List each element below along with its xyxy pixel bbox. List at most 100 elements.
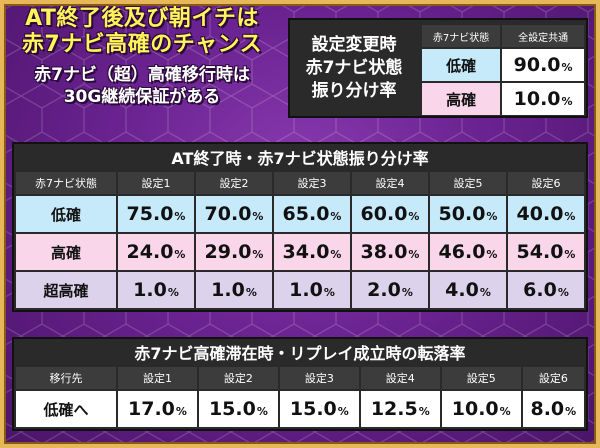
percent-unit: % [174, 248, 186, 261]
value-number: 29.0 [204, 241, 252, 263]
table-row: 低確 90.0% [422, 49, 584, 81]
percent-unit: % [252, 210, 264, 223]
at-end-panel: AT終了時・赤7ナビ状態振り分け率 赤7ナビ状態 設定1 設定2 設定3 設定4 設定5 設… [12, 142, 588, 312]
percent-unit: % [408, 210, 420, 223]
value-cell: 75.0% [118, 196, 194, 232]
col-header-setting-2: 設定2 [196, 172, 272, 194]
label-line: 赤7ナビ状態 [305, 57, 403, 78]
value-cell: 50.0% [430, 196, 506, 232]
value-number: 4.0 [445, 279, 479, 301]
percent-unit: % [245, 286, 257, 299]
value-number: 34.0 [282, 241, 330, 263]
value-cell: 38.0% [352, 234, 428, 270]
value-cell: 54.0% [508, 234, 584, 270]
col-header-first: 移行先 [16, 367, 116, 389]
table-row: 超高確 1.0% 1.0% 1.0% 2.0% 4.0% 6.0% [16, 272, 584, 308]
headline: AT終了後及び朝イチは 赤7ナビ高確のチャンス [12, 6, 272, 58]
value-cell: 17.0% [118, 391, 197, 427]
value-number: 70.0 [204, 203, 252, 225]
percent-unit: % [337, 405, 349, 418]
row-label: 高確 [16, 234, 116, 270]
value-cell: 24.0% [118, 234, 194, 270]
at-end-title: AT終了時・赤7ナビ状態振り分け率 [171, 149, 429, 168]
value-cell: 10.0% [502, 83, 584, 115]
value-cell: 40.0% [508, 196, 584, 232]
value-cell: 46.0% [430, 234, 506, 270]
value-cell: 12.5% [360, 391, 440, 427]
col-header-first: 赤7ナビ状態 [16, 172, 116, 194]
value-cell: 8.0% [522, 391, 584, 427]
value-cell: 90.0% [502, 49, 584, 81]
value-number: 2.0 [367, 279, 401, 301]
col-header-setting-5: 設定5 [441, 367, 521, 389]
table-row: 低確へ 17.0% 15.0% 15.0% 12.5% 10.0% 8.0% [16, 391, 584, 427]
percent-unit: % [408, 248, 420, 261]
value-number: 60.0 [360, 203, 408, 225]
headline-line2: 赤7ナビ高確のチャンス [21, 32, 263, 57]
value-number: 50.0 [438, 203, 486, 225]
percent-unit: % [401, 286, 413, 299]
value-cell: 15.0% [279, 391, 359, 427]
value-number: 38.0 [360, 241, 408, 263]
table-row: 高確 10.0% [422, 83, 584, 115]
value-number: 75.0 [126, 203, 174, 225]
value-number: 24.0 [126, 241, 174, 263]
label-line: 振り分け率 [311, 80, 397, 101]
value-number: 8.0 [530, 398, 565, 420]
headline-line1: AT終了後及び朝イチは [25, 6, 259, 31]
value-cell: 2.0% [352, 272, 428, 308]
settings-change-table: 赤7ナビ状態 全設定共通 低確 90.0% 高確 10.0% [420, 23, 586, 117]
col-header-setting-2: 設定2 [198, 367, 278, 389]
percent-unit: % [330, 210, 342, 223]
value-cell: 60.0% [352, 196, 428, 232]
percent-unit: % [174, 210, 186, 223]
subline-line2: 30G継続保証がある [63, 87, 221, 107]
subline: 赤7ナビ（超）高確移行時は 30G継続保証がある [12, 64, 272, 108]
value-number: 6.0 [523, 279, 557, 301]
value-cell: 1.0% [118, 272, 194, 308]
value-number: 46.0 [438, 241, 486, 263]
value-number: 40.0 [516, 203, 564, 225]
replay-table: 移行先 設定1 設定2 設定3 設定4 設定5 設定6 低確へ 17.0% 15.0% 15.0%… [14, 365, 586, 429]
value-number: 15.0 [289, 398, 337, 420]
value-cell: 65.0% [274, 196, 350, 232]
value-cell: 15.0% [198, 391, 278, 427]
subline-line1: 赤7ナビ（超）高確移行時は [34, 65, 250, 85]
value-number: 15.0 [208, 398, 256, 420]
percent-unit: % [564, 210, 576, 223]
value-number: 17.0 [128, 398, 175, 420]
percent-unit: % [256, 405, 268, 418]
col-header-setting-4: 設定4 [352, 172, 428, 194]
replay-panel: 赤7ナビ高確滞在時・リプレイ成立時の転落率 移行先 設定1 設定2 設定3 設定4 設定5… [12, 337, 588, 431]
value-cell: 10.0% [441, 391, 521, 427]
percent-unit: % [330, 248, 342, 261]
label-line: 設定変更時 [311, 34, 397, 55]
row-label: 低確 [16, 196, 116, 232]
percent-unit: % [557, 286, 569, 299]
settings-change-label: 設定変更時 赤7ナビ状態 振り分け率 [290, 20, 418, 116]
percent-unit: % [479, 286, 491, 299]
value-cell: 1.0% [274, 272, 350, 308]
col-header-setting-3: 設定3 [279, 367, 359, 389]
value-number: 54.0 [516, 241, 564, 263]
value-cell: 34.0% [274, 234, 350, 270]
value-cell: 6.0% [508, 272, 584, 308]
value-number: 1.0 [289, 279, 323, 301]
settings-change-panel: 設定変更時 赤7ナビ状態 振り分け率 赤7ナビ状態 全設定共通 低確 90.0%… [288, 18, 588, 118]
col-header-setting-6: 設定6 [508, 172, 584, 194]
table-row: 低確 75.0% 70.0% 65.0% 60.0% 50.0% 40.0% [16, 196, 584, 232]
col-header-state: 赤7ナビ状態 [422, 25, 501, 47]
value-number: 1.0 [211, 279, 245, 301]
value-cell: 4.0% [430, 272, 506, 308]
value-number: 1.0 [133, 279, 167, 301]
percent-unit: % [252, 248, 264, 261]
value-cell: 1.0% [196, 272, 272, 308]
row-label: 超高確 [16, 272, 116, 308]
percent-unit: % [323, 286, 335, 299]
table-row: 高確 24.0% 29.0% 34.0% 38.0% 46.0% 54.0% [16, 234, 584, 270]
col-header-setting-3: 設定3 [274, 172, 350, 194]
percent-unit: % [486, 248, 498, 261]
col-header-all: 全設定共通 [502, 25, 584, 47]
row-label: 低確へ [16, 391, 116, 427]
col-header-setting-1: 設定1 [118, 367, 197, 389]
